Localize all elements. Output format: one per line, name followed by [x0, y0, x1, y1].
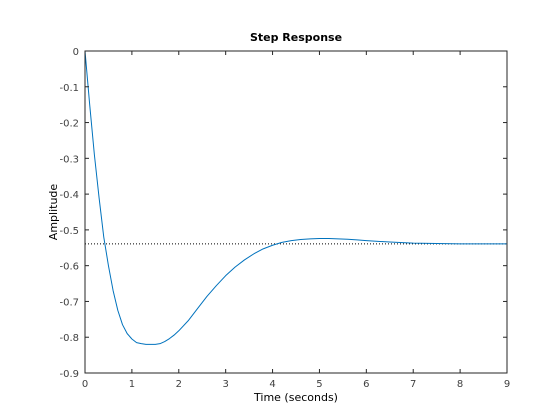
y-tick-label: -0.7 — [59, 297, 79, 308]
y-tick-label: -0.3 — [59, 154, 79, 165]
x-tick-label: 7 — [410, 379, 416, 390]
x-tick-label: 9 — [504, 379, 510, 390]
chart-title: Step Response — [250, 31, 342, 44]
y-tick-label: -0.4 — [59, 190, 79, 201]
x-tick-label: 4 — [269, 379, 275, 390]
step-response-line — [84, 50, 507, 345]
x-axis-label: Time (seconds) — [253, 391, 338, 404]
y-tick-label: -0.2 — [59, 119, 79, 130]
axes-box — [84, 50, 508, 374]
x-tick-label: 1 — [129, 379, 135, 390]
y-tick-label: -0.8 — [59, 333, 79, 344]
y-axis-label: Amplitude — [47, 184, 60, 241]
y-tick-label: -0.1 — [59, 83, 79, 94]
y-tick-label: -0.6 — [59, 262, 79, 273]
y-tick-label: -0.9 — [59, 369, 79, 380]
x-tick-label: 3 — [222, 379, 228, 390]
x-tick-label: 8 — [457, 379, 463, 390]
y-tick-label: 0 — [73, 47, 79, 58]
series-layer — [84, 50, 507, 345]
y-tick-label: -0.5 — [59, 226, 79, 237]
x-tick-label: 0 — [82, 379, 88, 390]
x-tick-label: 5 — [316, 379, 322, 390]
x-tick-label: 6 — [363, 379, 369, 390]
ticks-layer: 0 1 2 3 4 5 6 7 8 9 0 -0.1 -0.2 -0.3 -0.4 -0.5 -0.6 -0.7 -… — [59, 47, 510, 390]
x-tick-label: 2 — [176, 379, 182, 390]
plot-area — [85, 51, 507, 373]
